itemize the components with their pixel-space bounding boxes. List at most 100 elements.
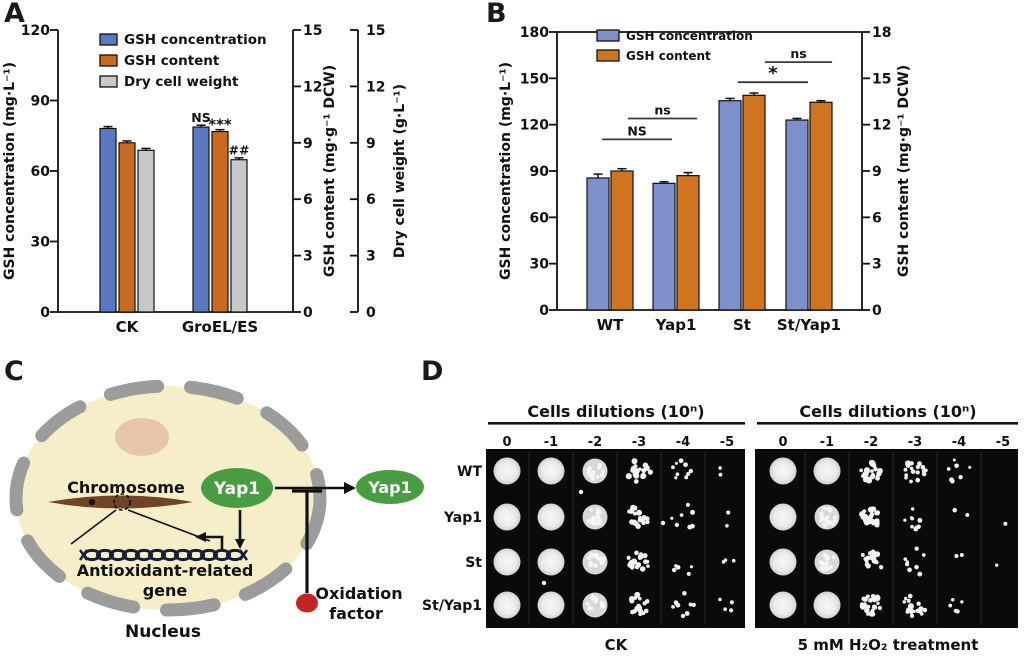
bar-wt-gsh-content (610, 170, 634, 311)
yap1-inner-ellipse (201, 468, 273, 508)
tick-label-right-0: 0 (872, 303, 882, 319)
colony-dot (627, 509, 632, 514)
spot-0-yap1-3 (627, 504, 650, 529)
colony-dot (631, 458, 638, 465)
colony-dot (647, 469, 653, 475)
significance-: *** (208, 116, 232, 134)
colony-dot (873, 466, 878, 472)
dilution-label-5: -5 (996, 435, 1010, 450)
plate-header-0: Cells dilutions (10ⁿ) (527, 402, 704, 421)
spot-0-yap1-0 (493, 503, 521, 531)
oxidation-factor-label-line1: Oxidation (315, 584, 402, 603)
colony-dot (826, 506, 832, 512)
spot-1-yap1-5 (1003, 521, 1008, 526)
spot-1-st-5 (995, 563, 999, 567)
colony-dot (952, 507, 957, 513)
nucleus-label: Nucleus (125, 622, 201, 642)
significance-: ## (229, 143, 250, 158)
category-label-wt: WT (597, 316, 625, 334)
tick-label-right2-15: 15 (366, 23, 385, 39)
colony-dot (909, 479, 913, 484)
category-label-st: St (733, 316, 751, 334)
colony-dot (874, 560, 879, 565)
colony-dot (637, 555, 642, 560)
bar-st-yap1-gsh-content (809, 101, 833, 311)
colony-dot (869, 512, 875, 517)
colony-dot (954, 554, 959, 559)
colony-dot (635, 561, 642, 568)
spot-0-wt-2 (582, 458, 608, 484)
colony-dot (718, 472, 723, 477)
tick-label-right-12: 12 (872, 118, 891, 134)
dna-link (108, 548, 128, 562)
dna-link (95, 548, 115, 562)
colony-dot (633, 464, 638, 469)
antioxidant-gene-label-line2: gene (143, 581, 188, 600)
axis-title-right2: Dry cell weight (g·L⁻¹) (392, 84, 408, 258)
colony-dot (868, 598, 872, 603)
tick-label-left-60: 60 (530, 210, 550, 226)
strain-label-yap1: Yap1 (443, 510, 482, 526)
tick-label-right1-9: 9 (303, 136, 313, 152)
colony-dot (585, 601, 590, 606)
dna-link (147, 548, 167, 562)
dna-link (186, 548, 206, 562)
centromere-dot (88, 498, 96, 506)
colony-dot (910, 613, 915, 618)
colony-dot (874, 510, 880, 516)
spot-1-st-1 (814, 549, 840, 575)
spot-0-st-yap1-2 (582, 592, 608, 618)
bar-yap1-gsh-content (676, 175, 700, 311)
colony-dot (868, 518, 874, 524)
tick-label-left-60: 60 (31, 164, 51, 180)
panel-b-letter: B (486, 0, 507, 29)
colony-dot (589, 507, 593, 512)
colony-dot (721, 559, 726, 564)
colony-dot (684, 611, 690, 616)
colony-dot (865, 563, 871, 569)
dilution-label-4: -4 (676, 435, 690, 450)
spot-1-st-yap1-4 (948, 597, 964, 614)
dilution-label-1: -1 (820, 435, 834, 450)
colony-dot (863, 467, 871, 474)
colony-dot (959, 552, 964, 557)
colony-dot (910, 507, 915, 511)
colony-dot (910, 469, 916, 474)
colony-dot (638, 515, 643, 521)
colony-dot (630, 467, 636, 473)
colony-dot (958, 475, 963, 480)
colony-dot (820, 561, 826, 567)
colony-dot (586, 518, 592, 524)
category-label-yap1: Yap1 (655, 316, 697, 334)
spot-1-st-2 (860, 549, 884, 570)
colony-dot (960, 600, 964, 604)
colony-dot (903, 518, 907, 522)
legend-swatch-gsh-content (596, 49, 620, 62)
spot-1-st-0 (769, 548, 797, 576)
colony-dot (877, 468, 883, 474)
colony-dot (725, 523, 729, 528)
colony-dot (871, 596, 878, 603)
colony-dot (915, 465, 920, 470)
colony-dot (537, 591, 565, 619)
colony-dot (718, 597, 722, 602)
colony-dot (596, 556, 601, 561)
colony-dot (582, 592, 608, 618)
dilution-label-2: -2 (864, 435, 878, 450)
colony-dot (864, 559, 869, 564)
colony-dot (903, 557, 908, 562)
bar-ck-dry-cell-weight (137, 149, 155, 313)
colony-dot (832, 515, 838, 520)
colony-dot (593, 521, 599, 527)
tick-label-right2-12: 12 (366, 79, 385, 95)
stray-colony (541, 580, 547, 586)
colony-dot (869, 460, 876, 467)
tick-label-right1-15: 15 (303, 23, 322, 39)
colony-dot (587, 605, 592, 611)
dna-link (134, 548, 154, 562)
colony-dot (671, 567, 677, 573)
dilution-label-5: -5 (720, 435, 734, 450)
colony-dot (640, 474, 645, 479)
transcription-arrow-line (206, 535, 224, 550)
plate-ck: Cells dilutions (10ⁿ) 0 -1 -2 -3 -4 -5 WT Yap1 St… (422, 402, 745, 654)
